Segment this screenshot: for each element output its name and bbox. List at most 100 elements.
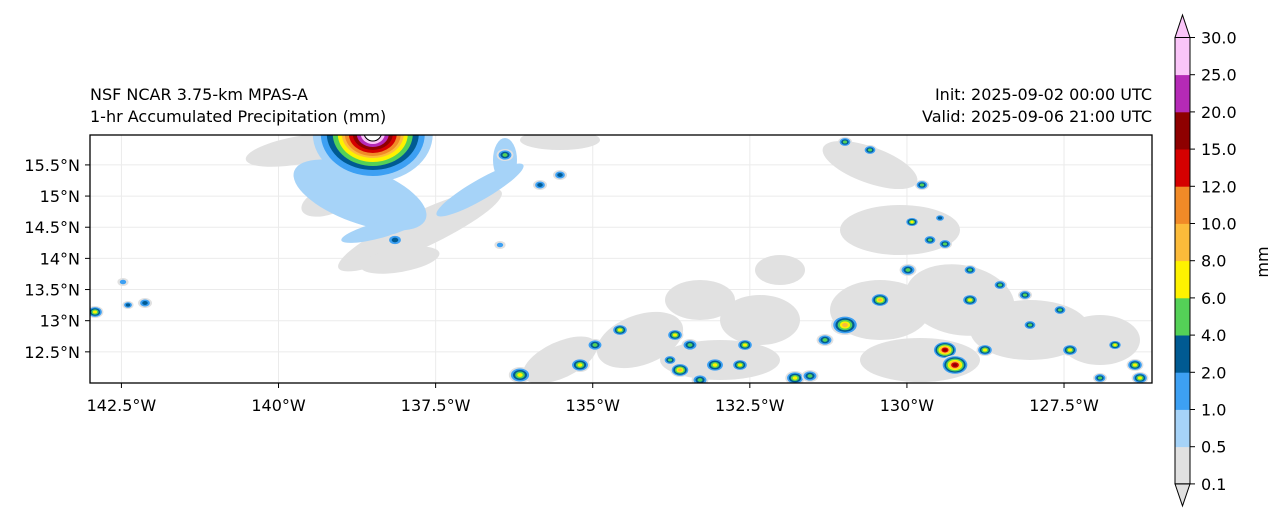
colorbar-tick-label: 8.0 — [1201, 252, 1226, 271]
rain-cell — [919, 183, 925, 187]
rain-cell — [942, 242, 948, 246]
colorbar-segment — [1175, 111, 1190, 150]
colorbar-segment — [1175, 260, 1190, 299]
colorbar-segment — [1175, 297, 1190, 336]
rain-cell — [842, 322, 848, 328]
lat-tick-label: 13.5°N — [24, 281, 80, 300]
rain-cell — [1132, 363, 1138, 367]
colorbar-segment — [1175, 149, 1190, 187]
rain-cell — [677, 368, 683, 372]
precip-area — [520, 135, 600, 150]
precip-area — [720, 295, 800, 345]
rain-cell — [517, 373, 523, 377]
colorbar-tick-label: 4.0 — [1201, 326, 1226, 345]
rain-cell — [905, 268, 911, 272]
lat-tick-label: 15.5°N — [24, 156, 80, 175]
rain-cell — [537, 183, 543, 187]
rain-cell — [927, 238, 933, 242]
rain-cell — [1067, 348, 1073, 352]
rain-cell — [557, 173, 563, 177]
precip-area — [755, 255, 805, 285]
hurricane-eye — [363, 135, 382, 142]
precip-area — [1060, 315, 1140, 365]
valid-time: Valid: 2025-09-06 21:00 UTC — [921, 107, 1152, 126]
rain-cell — [910, 220, 914, 224]
colorbar: 0.1 0.5 1.0 2.0 4.0 6.0 8.0 10.0 12.0 15.0 20.0 25.… — [1174, 13, 1272, 508]
lat-tick-label: 15°N — [40, 187, 80, 206]
rain-cell — [667, 358, 673, 362]
colorbar-tick-label: 6.0 — [1201, 289, 1226, 308]
rain-cell — [1022, 293, 1028, 297]
rain-cell — [1113, 343, 1117, 347]
rain-cell — [952, 363, 958, 367]
colorbar-segment — [1175, 409, 1190, 448]
rain-cell — [142, 301, 148, 305]
colorbar-unit-label: mm — [1253, 246, 1272, 277]
rain-cell — [967, 298, 973, 302]
colorbar-segment — [1175, 446, 1190, 485]
colorbar-segment — [1175, 74, 1190, 113]
rain-cell — [1027, 323, 1033, 327]
lat-tick-label: 14°N — [40, 249, 80, 268]
rain-cell — [943, 348, 947, 352]
rain-cell — [125, 303, 131, 307]
rain-cell — [687, 343, 693, 347]
rain-cell — [119, 279, 127, 285]
rain-cell — [842, 140, 848, 144]
rain-cell — [867, 148, 873, 152]
precip-area — [522, 336, 598, 383]
rain-cell — [877, 298, 883, 302]
lat-tick-label: 12.5°N — [24, 343, 80, 362]
colorbar-extend-min — [1174, 483, 1191, 508]
spiral-band — [293, 159, 427, 231]
rain-cell — [967, 268, 973, 272]
precip-area — [665, 280, 735, 320]
rain-cell — [737, 363, 743, 367]
precip-area — [822, 140, 918, 190]
rain-cell — [822, 338, 828, 342]
lon-tick-label: 130°W — [880, 396, 935, 415]
colorbar-tick-label: 30.0 — [1201, 29, 1237, 48]
rain-cell — [502, 153, 508, 157]
rain-cell — [592, 343, 598, 347]
lon-tick-label: 132.5°W — [715, 396, 785, 415]
colorbar-segment — [1175, 37, 1190, 76]
colorbar-tick-label: 1.0 — [1201, 401, 1226, 420]
colorbar-segment — [1175, 186, 1190, 224]
colorbar-segment — [1175, 335, 1190, 373]
colorbar-tick-label: 2.0 — [1201, 363, 1226, 382]
colorbar-tick-label: 25.0 — [1201, 66, 1237, 85]
rain-cell — [982, 348, 988, 352]
lon-tick-label: 137.5°W — [401, 396, 471, 415]
field-name: 1-hr Accumulated Precipitation (mm) — [90, 107, 387, 126]
rain-cell — [496, 242, 504, 248]
lat-axis: 15.5°N 15°N 14.5°N 14°N 13.5°N 13°N 12.5°N — [24, 156, 90, 362]
colorbar-tick-label: 0.1 — [1201, 475, 1226, 494]
colorbar-extend-max — [1174, 13, 1191, 38]
lon-tick-label: 127.5°W — [1029, 396, 1099, 415]
rain-cell — [391, 237, 399, 243]
model-name: NSF NCAR 3.75-km MPAS-A — [90, 85, 308, 104]
lat-tick-label: 14.5°N — [24, 218, 80, 237]
lon-tick-label: 142.5°W — [87, 396, 157, 415]
rain-cell — [1057, 308, 1063, 312]
plot-title-left: NSF NCAR 3.75-km MPAS-A 1-hr Accumulated… — [90, 84, 386, 128]
rain-cell — [937, 216, 943, 220]
rain-cell — [672, 333, 678, 337]
rain-cell — [577, 363, 583, 367]
colorbar-tick-label: 20.0 — [1201, 103, 1237, 122]
plot-title-right: Init: 2025-09-02 00:00 UTC Valid: 2025-0… — [922, 84, 1152, 128]
colorbar-segment — [1175, 223, 1190, 262]
spiral-band — [341, 217, 419, 243]
lon-tick-label: 135°W — [566, 396, 621, 415]
colorbar-tick-label: 10.0 — [1201, 215, 1237, 234]
precip-field — [90, 135, 1149, 383]
rain-cell — [712, 363, 718, 367]
lon-axis: 142.5°W 140°W 137.5°W 135°W 132.5°W 130°W 127.… — [87, 383, 1099, 415]
rain-cell — [92, 310, 98, 314]
rain-cell — [997, 283, 1003, 287]
rain-cell — [617, 328, 623, 332]
rain-cell — [1137, 376, 1143, 380]
rain-cell — [792, 376, 798, 380]
